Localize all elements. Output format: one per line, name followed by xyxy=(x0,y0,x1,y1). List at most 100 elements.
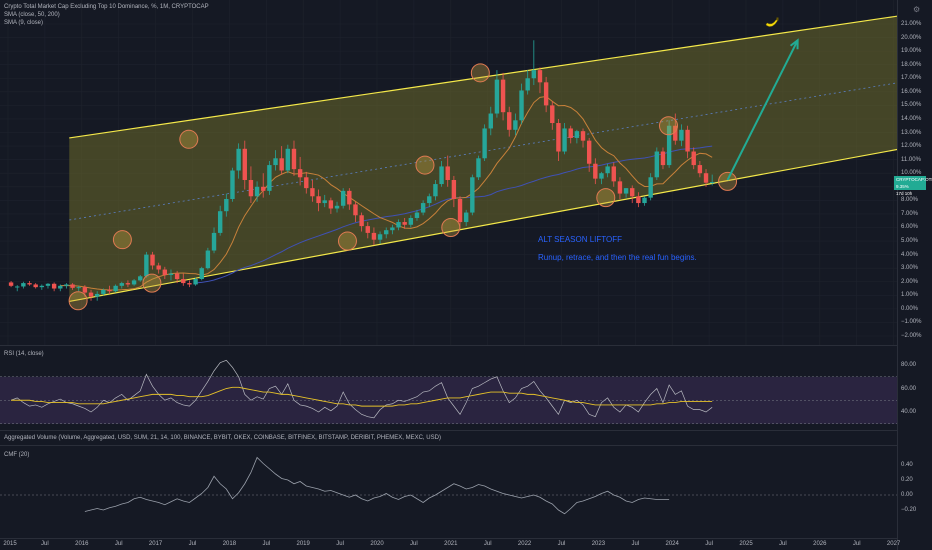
cmf-axis-label: 0.00 xyxy=(901,492,913,498)
candle-down xyxy=(328,200,334,209)
highlight-circle xyxy=(470,63,490,83)
candle-down xyxy=(33,284,38,288)
price-axis-label: 8.00% xyxy=(901,197,919,204)
price-axis-label: 1.00% xyxy=(901,292,919,299)
candle-up xyxy=(131,280,137,285)
candle-up xyxy=(254,186,260,197)
time-axis-label: 2016 xyxy=(75,541,89,547)
candle-down xyxy=(660,151,666,166)
candle-down xyxy=(187,283,192,285)
candle-down xyxy=(70,284,75,288)
pane-divider-rsi[interactable] xyxy=(0,345,932,346)
arrow-shaft xyxy=(726,39,799,181)
time-axis-label: Jul xyxy=(557,541,566,547)
candle-up xyxy=(224,198,229,212)
highlight-circle xyxy=(596,188,616,208)
price-axis-label: 7.00% xyxy=(901,210,919,217)
cmf-axis-label: 0.20 xyxy=(901,477,913,483)
price-axis[interactable] xyxy=(897,0,932,550)
candle-down xyxy=(371,232,377,240)
candle-down xyxy=(617,181,623,194)
candle-up xyxy=(94,293,100,297)
candle-up xyxy=(230,170,235,199)
candle-down xyxy=(248,180,254,197)
rsi-chart[interactable] xyxy=(0,346,897,429)
candle-up xyxy=(390,227,395,231)
price-axis-label: 4.00% xyxy=(901,251,919,258)
highlight-circle xyxy=(337,231,357,251)
candle-down xyxy=(297,169,303,178)
price-tag-value: 9.35% xyxy=(896,184,909,189)
highlight-circle xyxy=(441,217,461,237)
price-axis-label: 19.00% xyxy=(901,48,922,55)
candle-up xyxy=(377,234,383,240)
banana-icon xyxy=(764,16,780,33)
candle-down xyxy=(703,173,709,183)
candle-down xyxy=(630,188,635,197)
rsi-line xyxy=(10,359,713,419)
cmf-chart[interactable] xyxy=(0,446,897,538)
pane-divider-cmf[interactable] xyxy=(0,445,932,446)
candle-down xyxy=(88,292,94,297)
candle-down xyxy=(82,287,88,293)
rsi-axis-label: 60.00 xyxy=(901,385,917,392)
price-chart[interactable] xyxy=(0,0,897,345)
candle-up xyxy=(476,158,481,178)
candle-up xyxy=(427,196,432,204)
candle-down xyxy=(636,196,641,204)
channel-fill xyxy=(69,16,897,302)
time-axis-label: 2020 xyxy=(370,541,384,547)
highlight-circle xyxy=(659,116,679,136)
price-axis-label: 12.00% xyxy=(901,143,922,150)
candle-down xyxy=(580,131,586,141)
candle-down xyxy=(174,273,180,280)
candle-up xyxy=(119,283,124,286)
cmf-axis-label: 0.40 xyxy=(901,462,913,468)
candle-down xyxy=(500,79,506,113)
highlight-circle xyxy=(142,273,162,293)
candle-up xyxy=(494,79,500,114)
candle-down xyxy=(279,158,284,171)
candle-up xyxy=(482,128,487,159)
highlight-circle xyxy=(415,155,435,175)
time-axis-label: 2026 xyxy=(813,541,827,547)
candle-down xyxy=(310,188,315,197)
candle-down xyxy=(8,282,14,286)
candle-up xyxy=(21,283,26,287)
candle-up xyxy=(273,158,278,166)
candle-down xyxy=(507,112,512,130)
candle-up xyxy=(64,284,69,286)
price-axis-label: 13.00% xyxy=(901,129,922,136)
price-axis-label: 6.00% xyxy=(901,224,919,231)
candle-up xyxy=(217,211,223,233)
target-arrow[interactable] xyxy=(726,38,799,181)
candle-up xyxy=(113,285,118,292)
annotation-subtitle: Runup, retrace, and then the real fun be… xyxy=(538,253,697,262)
candle-up xyxy=(513,120,518,130)
candle-up xyxy=(211,232,217,251)
highlight-circle xyxy=(718,171,738,191)
candle-down xyxy=(685,129,690,152)
volume-legend: Aggregated Volume (Volume, Aggregated, U… xyxy=(4,435,441,441)
pane-divider-volume[interactable] xyxy=(0,430,932,431)
time-axis-divider xyxy=(0,538,932,539)
time-axis-label: 2021 xyxy=(444,541,458,547)
candle-up xyxy=(574,131,580,138)
candle-up xyxy=(236,148,241,171)
price-axis-label: 11.00% xyxy=(901,156,921,163)
price-axis-label: 10.00% xyxy=(901,170,922,177)
rsi-ma-line xyxy=(11,386,713,407)
candle-down xyxy=(537,70,543,83)
time-axis-label: 2017 xyxy=(148,541,163,547)
price-axis-label: 16.00% xyxy=(901,88,922,95)
candle-down xyxy=(402,222,407,225)
candle-down xyxy=(691,151,696,166)
candle-up xyxy=(463,212,469,223)
gear-icon[interactable]: ⚙ xyxy=(913,5,921,14)
price-axis-label: −2.00% xyxy=(901,333,922,339)
candle-up xyxy=(654,151,660,178)
price-axis-label: 20.00% xyxy=(901,34,922,41)
candle-down xyxy=(550,105,555,124)
price-axis-label: 14.00% xyxy=(901,115,922,122)
channel-lower-line[interactable] xyxy=(69,147,897,302)
